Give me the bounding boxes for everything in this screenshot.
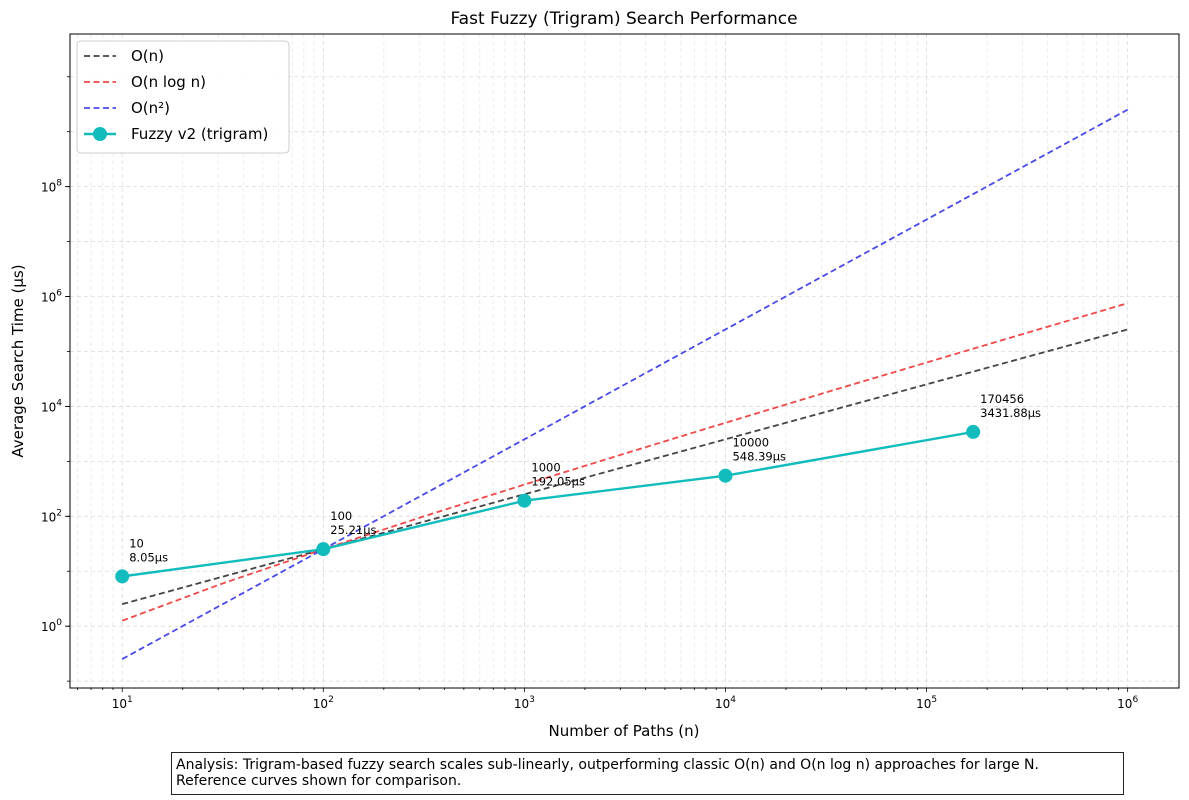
annotation-value: 3431.88µs [980, 406, 1041, 420]
y-tick-label: 100 [41, 618, 62, 634]
x-tick-label: 104 [715, 695, 736, 711]
axis-ticks: 101 102 103 104 105 106 100 102 104 106 108 [41, 76, 1138, 711]
plot-frame [69, 33, 1180, 689]
annotation-value: 25.21µs [330, 523, 376, 537]
annotation-value: 548.39µs [732, 450, 786, 464]
annotation-label: 100 [330, 509, 352, 523]
analysis-box: Analysis: Trigram-based fuzzy search sca… [171, 752, 1124, 795]
y-tick-label: 106 [41, 289, 62, 305]
annotation-label: 10000 [732, 436, 769, 450]
chart-title: Fast Fuzzy (Trigram) Search Performance [450, 9, 797, 29]
legend-label: O(n) [131, 47, 164, 65]
y-tick-label: 108 [41, 179, 62, 195]
data-point [115, 569, 130, 584]
analysis-line-1: Analysis: Trigram-based fuzzy search sca… [176, 757, 1039, 773]
annotation-value: 192.05µs [531, 475, 585, 489]
series-line-1 [121, 302, 1128, 622]
annotation-label: 1000 [531, 461, 560, 475]
annotation-value: 8.05µs [129, 550, 168, 564]
analysis-line-2: Reference curves shown for comparison. [176, 773, 462, 789]
data-point [718, 468, 733, 483]
series-layer [115, 108, 1129, 660]
legend-frame [76, 40, 290, 154]
legend-marker [93, 127, 107, 141]
legend-label: O(n²) [131, 99, 170, 117]
x-tick-label: 105 [916, 695, 937, 711]
series-line-2 [121, 108, 1129, 660]
data-point [966, 424, 981, 439]
x-tick-label: 106 [1117, 695, 1138, 711]
legend-label: O(n log n) [131, 73, 206, 91]
x-tick-label: 103 [514, 695, 535, 711]
data-point [517, 493, 532, 508]
y-tick-label: 102 [41, 508, 62, 524]
legend: O(n) O(n log n) O(n²) Fuzzy v2 (trigram) [76, 40, 290, 154]
y-tick-label: 104 [41, 398, 62, 414]
x-tick-label: 102 [313, 695, 334, 711]
grid [70, 34, 1179, 688]
y-axis-title: Average Search Time (µs) [9, 264, 27, 457]
series-line-3 [122, 430, 974, 578]
series-line-0 [121, 328, 1128, 606]
data-point [316, 542, 331, 557]
annotation-label: 170456 [980, 392, 1024, 406]
legend-label: Fuzzy v2 (trigram) [131, 125, 268, 143]
annotation-label: 10 [129, 536, 144, 550]
x-axis-title: Number of Paths (n) [549, 722, 700, 740]
x-tick-label: 101 [112, 695, 133, 711]
